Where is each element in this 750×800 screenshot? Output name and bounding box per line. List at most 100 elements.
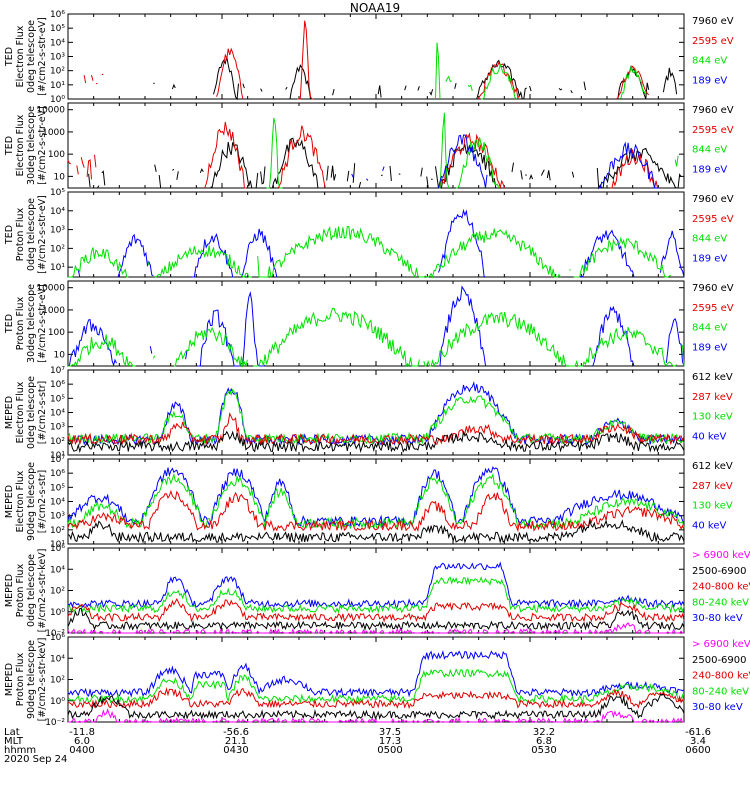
series-blue: [67, 650, 685, 699]
panel-meped-proton-0deg: 10⁻² 10⁰ 10² 10⁴ 10⁶ MEPED Proton Flux 0deg tel…: [4, 544, 750, 639]
series-magenta: [67, 622, 685, 635]
y-axis-label: [#/cm2-s-str-eV]: [37, 284, 48, 363]
y-tick-label: 10⁻²: [45, 718, 65, 728]
y-tick-label: 10²: [50, 244, 65, 254]
series-black: [67, 430, 685, 454]
y-axis-label: MEPED: [4, 663, 15, 696]
series-red: [67, 412, 685, 446]
footer-hhmm: 0600: [685, 745, 710, 756]
legend-entry: 2595 eV: [692, 303, 734, 314]
y-axis-label: 30deg telescope: [26, 284, 37, 363]
y-axis-label: [#/cm2-s-str-eV]: [37, 195, 48, 274]
legend-entry: 844 eV: [692, 56, 727, 67]
series-blue: [67, 561, 685, 609]
y-axis-label: Electron Flux: [15, 381, 26, 443]
legend-entry: 80-240 keV: [692, 597, 749, 608]
y-axis-label: Electron Flux: [15, 470, 26, 532]
footer-row-label: hhmm: [4, 745, 36, 756]
y-tick-label: 10⁰: [50, 95, 65, 105]
legend-entry: 612 keV: [692, 461, 733, 472]
y-tick-label: 10⁴: [50, 654, 65, 664]
series-black: [67, 693, 685, 721]
y-tick-label: 10¹: [50, 81, 65, 91]
footer-mlt: 21.1: [225, 736, 247, 747]
footer-mlt: 17.3: [379, 736, 401, 747]
series-blue: [67, 285, 685, 367]
y-tick-label: 10⁵: [50, 188, 65, 198]
y-tick-label: 10⁶: [50, 380, 65, 390]
footer-hhmm: 0430: [223, 745, 248, 756]
legend-entry: 844 eV: [692, 145, 727, 156]
series-red: [67, 489, 685, 533]
footer-mlt: 6.0: [74, 736, 90, 747]
legend-entry: 130 keV: [692, 412, 733, 423]
panel-ted-electron-30deg: 10 100 1000 10000 TED Electron Flux 30deg tele…: [4, 102, 734, 190]
footer-lat: 37.5: [379, 727, 401, 738]
legend-entry: 130 keV: [692, 501, 733, 512]
y-tick-label: 10⁻²: [45, 629, 65, 639]
legend-entry: 287 keV: [692, 392, 733, 403]
y-tick-label: 10⁶: [50, 469, 65, 479]
y-tick-label: 100: [48, 150, 65, 160]
legend-entry: 7960 eV: [692, 105, 734, 116]
y-tick-label: 1000: [42, 306, 65, 316]
legend-entry: 30-80 keV: [692, 613, 743, 624]
series-green: [68, 227, 678, 278]
panel-meped-proton-90deg: 10⁻² 10⁰ 10² 10⁴ 10⁶ MEPED Proton Flux 90deg te…: [4, 633, 750, 728]
legend-entry: 189 eV: [692, 164, 727, 175]
footer-hhmm: 0530: [531, 745, 556, 756]
y-tick-label: 10⁴: [50, 409, 65, 419]
series-black: [153, 56, 678, 101]
panel-meped-electron-90deg: 10¹ 10² 10³ 10⁴ 10⁵ 10⁶ 10⁷ MEPED Electron Flux 9…: [4, 455, 733, 550]
y-axis-label: 0deg telescope: [26, 198, 37, 271]
y-tick-label: 10⁷: [50, 455, 65, 465]
series-black: [67, 519, 685, 544]
legend-entry: 189 eV: [692, 342, 727, 353]
y-axis-label: [#/cm2-s-str-keV]: [37, 638, 48, 722]
y-tick-label: 10⁵: [50, 394, 65, 404]
y-tick-label: 10³: [50, 226, 65, 236]
series-red: [83, 20, 650, 100]
y-axis-label: Electron Flux: [15, 25, 26, 87]
y-axis-label: Electron Flux: [15, 114, 26, 176]
y-tick-label: 10: [54, 350, 66, 360]
legend-entry: 240-800 keV: [692, 671, 750, 682]
y-tick-label: 10: [54, 172, 66, 182]
footer-row-label: 2020 Sep 24: [4, 754, 67, 765]
footer-lat: 32.2: [533, 727, 555, 738]
legend-entry: 189 eV: [692, 253, 727, 264]
plot-title: NOAA19: [349, 1, 401, 15]
y-axis-label: 0deg telescope: [26, 554, 37, 627]
legend-entry: 80-240 keV: [692, 686, 749, 697]
y-tick-label: 10⁶: [50, 633, 65, 643]
series-blue: [67, 380, 685, 447]
series-red: [67, 121, 659, 190]
footer-mlt: 3.4: [690, 736, 706, 747]
y-tick-label: 10⁵: [50, 24, 65, 34]
series-green: [68, 307, 685, 368]
series-black: [88, 137, 682, 190]
y-axis-label: TED: [4, 314, 15, 334]
legend-entry: 2595 eV: [692, 125, 734, 136]
y-tick-label: 10²: [50, 437, 65, 447]
y-tick-label: 10²: [50, 67, 65, 77]
legend-entry: 7960 eV: [692, 283, 734, 294]
panel-ted-proton-30deg: 10 100 1000 10000 TED Proton Flux 30deg telesc…: [4, 280, 734, 368]
y-axis-label: TED: [4, 47, 15, 67]
series-green: [67, 388, 685, 446]
y-axis-label: MEPED: [4, 574, 15, 607]
y-tick-label: 10000: [36, 106, 65, 116]
y-axis-label: TED: [4, 136, 15, 156]
y-tick-label: 10²: [50, 526, 65, 536]
y-tick-label: 100: [48, 328, 65, 338]
series-magenta: [68, 708, 684, 724]
series-blue: [351, 134, 659, 189]
y-tick-label: 10⁴: [50, 565, 65, 575]
legend-entry: 40 keV: [692, 431, 726, 442]
footer-hhmm: 0400: [69, 745, 94, 756]
panel-frame: [67, 191, 685, 278]
y-tick-label: 10⁵: [50, 483, 65, 493]
legend-entry: > 6900 keV: [692, 550, 750, 561]
